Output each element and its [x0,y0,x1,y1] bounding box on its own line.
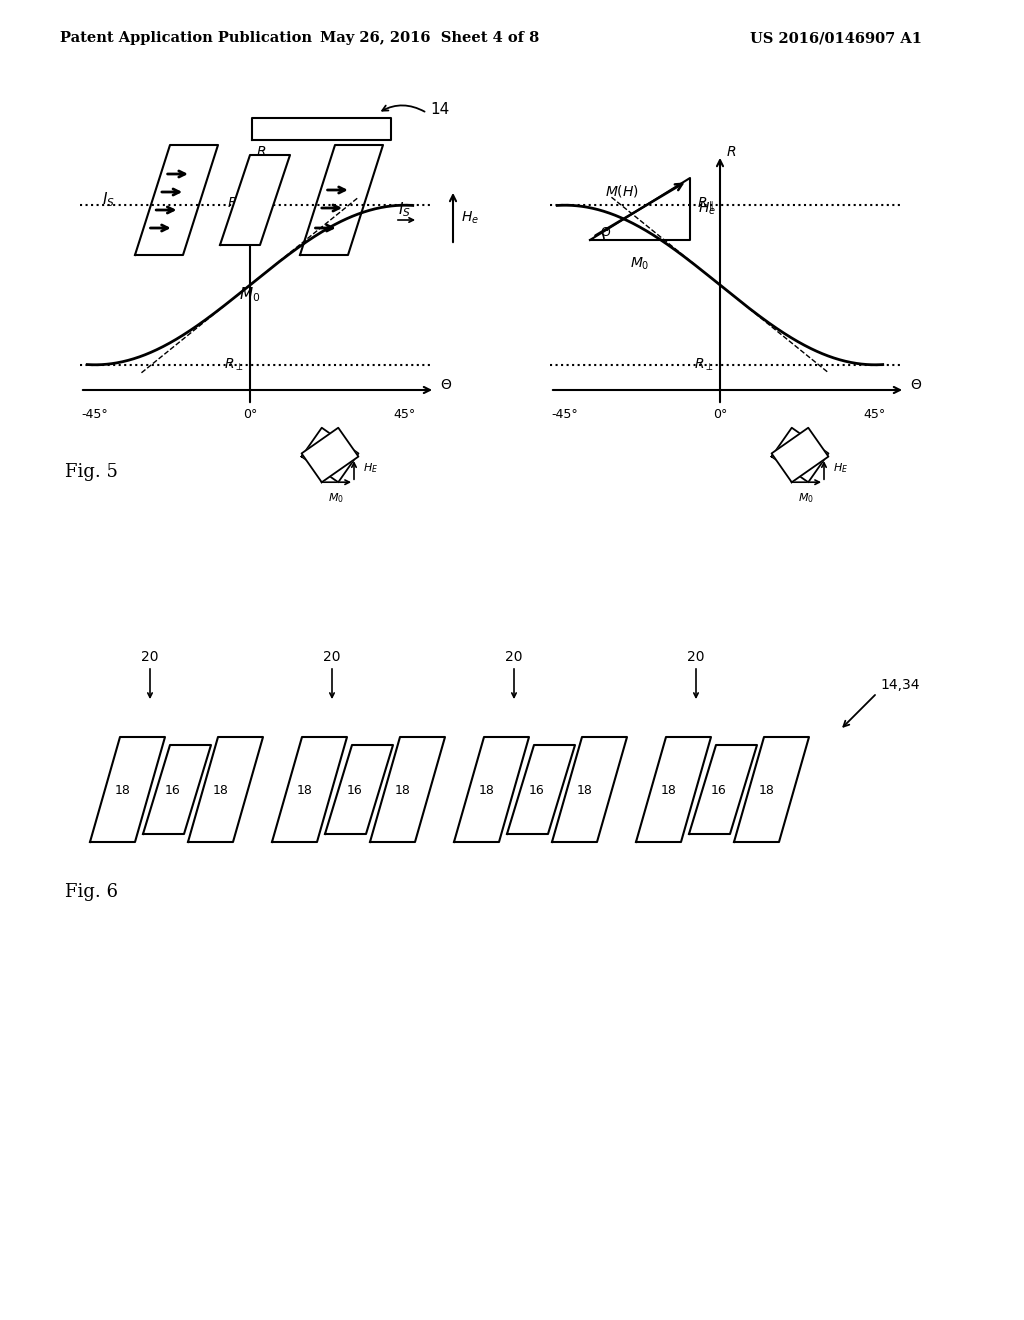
Polygon shape [771,428,828,482]
Text: $R_{\parallel}$: $R_{\parallel}$ [227,197,244,214]
Polygon shape [252,117,391,140]
Text: $\Theta$: $\Theta$ [910,378,923,392]
Polygon shape [90,737,165,842]
Polygon shape [507,744,575,834]
Text: Fig. 6: Fig. 6 [65,883,118,902]
Text: $R$: $R$ [256,145,266,158]
Polygon shape [734,737,809,842]
Text: $\Theta$: $\Theta$ [440,378,453,392]
Text: $M_0$: $M_0$ [630,256,650,272]
Polygon shape [143,744,211,834]
Text: $I_S$: $I_S$ [398,201,411,219]
Text: $R_{\perp}$: $R_{\perp}$ [694,356,714,374]
Text: 18: 18 [297,784,313,796]
Text: 18: 18 [759,784,775,796]
Text: 14: 14 [430,103,450,117]
Text: 18: 18 [578,784,593,796]
Text: $H_E$: $H_E$ [833,461,848,475]
Text: 14,34: 14,34 [880,678,920,692]
Polygon shape [636,737,711,842]
Text: 18: 18 [115,784,131,796]
Text: 16: 16 [165,784,181,796]
Text: Patent Application Publication: Patent Application Publication [60,30,312,45]
Text: 45°: 45° [864,408,886,421]
Polygon shape [301,428,358,482]
Text: 18: 18 [395,784,411,796]
Polygon shape [771,428,828,482]
Text: $I_S$: $I_S$ [102,190,115,210]
Text: 20: 20 [505,649,522,664]
Text: $R$: $R$ [726,145,736,158]
Text: 18: 18 [213,784,229,796]
Text: 20: 20 [141,649,159,664]
Text: $R_{\perp}$: $R_{\perp}$ [224,356,244,374]
Text: 0°: 0° [713,408,727,421]
Text: Fig. 5: Fig. 5 [65,463,118,480]
Polygon shape [135,145,218,255]
Polygon shape [220,154,290,246]
Polygon shape [301,428,358,482]
Polygon shape [300,145,383,255]
Text: $M_0$: $M_0$ [240,285,261,304]
Text: $R_{\parallel}$: $R_{\parallel}$ [697,197,714,214]
Text: 0°: 0° [243,408,257,421]
Text: $H_E$: $H_E$ [362,461,378,475]
Text: -45°: -45° [82,408,109,421]
Text: 16: 16 [347,784,362,796]
Text: US 2016/0146907 A1: US 2016/0146907 A1 [750,30,922,45]
Polygon shape [188,737,263,842]
Text: 18: 18 [479,784,495,796]
Polygon shape [325,744,393,834]
Text: 20: 20 [324,649,341,664]
Polygon shape [454,737,529,842]
Text: 45°: 45° [394,408,416,421]
Text: $H_e$: $H_e$ [461,210,479,226]
Text: $M_0$: $M_0$ [799,491,814,506]
Text: 16: 16 [529,784,545,796]
Text: $\Theta$: $\Theta$ [600,227,611,239]
Text: May 26, 2016  Sheet 4 of 8: May 26, 2016 Sheet 4 of 8 [321,30,540,45]
Text: 16: 16 [711,784,727,796]
Polygon shape [689,744,757,834]
Polygon shape [272,737,347,842]
Polygon shape [552,737,627,842]
Text: $M_0$: $M_0$ [329,491,344,506]
Text: $M(H)$: $M(H)$ [605,183,639,199]
Text: $H_e$: $H_e$ [698,201,716,218]
Polygon shape [370,737,445,842]
Text: 18: 18 [662,784,677,796]
Text: 20: 20 [687,649,705,664]
Text: -45°: -45° [552,408,579,421]
